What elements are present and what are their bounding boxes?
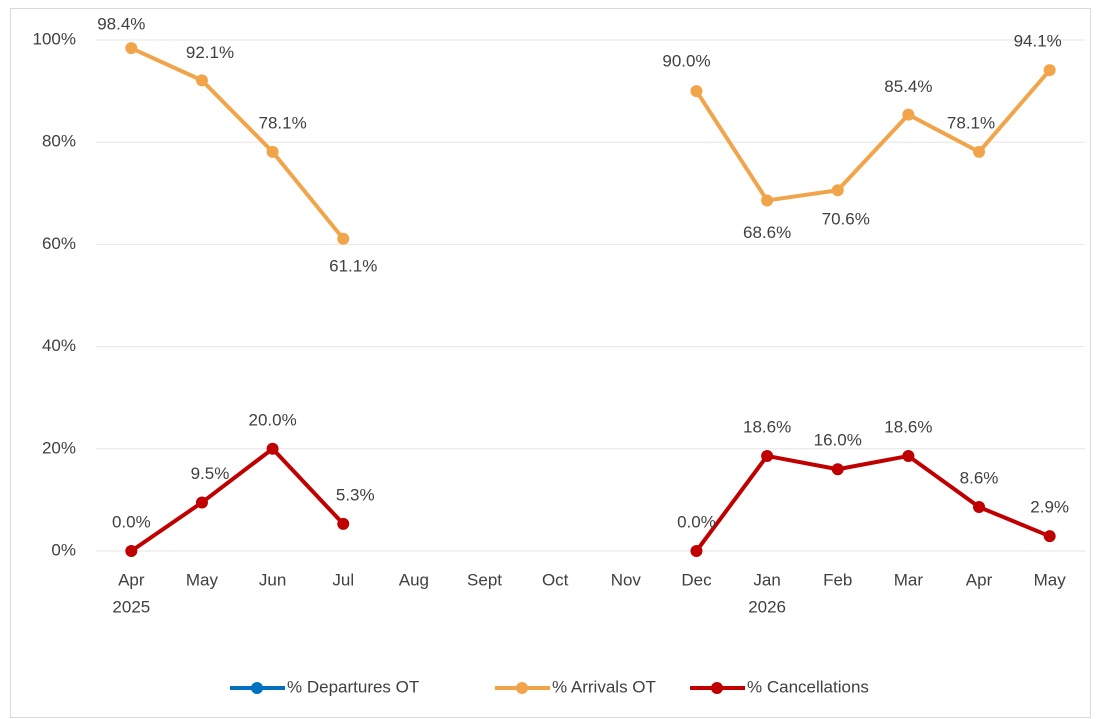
data-point (125, 42, 138, 55)
x-tick-label: Mar (894, 570, 924, 589)
data-point (761, 194, 774, 207)
chart-frame (10, 8, 1091, 718)
data-point (902, 449, 915, 462)
x-tick-label: Jul (332, 570, 354, 589)
data-label: 16.0% (814, 431, 862, 450)
data-point (1043, 64, 1056, 77)
data-label: 61.1% (329, 256, 377, 275)
data-point (337, 517, 350, 530)
y-tick-label: 80% (42, 132, 76, 151)
legend-marker (251, 682, 263, 694)
data-point (690, 85, 703, 98)
x-tick-year: 2025 (112, 597, 150, 616)
y-tick-label: 0% (51, 540, 76, 559)
data-point (761, 449, 774, 462)
x-tick-label: Jun (259, 570, 286, 589)
x-tick-label: Sept (467, 570, 502, 589)
data-label: 18.6% (884, 417, 932, 436)
x-tick-year: 2026 (748, 597, 786, 616)
data-label: 5.3% (336, 485, 375, 504)
data-point (1043, 530, 1056, 543)
y-tick-label: 40% (42, 336, 76, 355)
x-tick-label: Apr (118, 570, 145, 589)
data-label: 98.4% (97, 15, 145, 34)
data-point (337, 232, 350, 245)
x-tick-label: May (186, 570, 219, 589)
data-point (195, 496, 208, 509)
legend-marker (711, 682, 723, 694)
data-label: 9.5% (191, 464, 230, 483)
y-tick-label: 20% (42, 438, 76, 457)
legend-label: % Cancellations (747, 677, 869, 696)
data-point (266, 145, 279, 158)
x-tick-label: Dec (681, 570, 712, 589)
data-label: 0.0% (677, 512, 716, 531)
data-label: 78.1% (259, 113, 307, 132)
data-point (266, 442, 279, 455)
data-point (902, 108, 915, 121)
data-label: 90.0% (662, 52, 710, 71)
data-point (973, 501, 986, 514)
legend-marker (516, 682, 528, 694)
y-tick-label: 100% (33, 29, 76, 48)
data-label: 68.6% (743, 223, 791, 242)
x-tick-label: Jan (753, 570, 780, 589)
legend-label: % Arrivals OT (552, 677, 656, 696)
data-point (831, 463, 844, 476)
data-label: 94.1% (1014, 32, 1062, 51)
x-tick-label: May (1034, 570, 1067, 589)
y-tick-label: 60% (42, 234, 76, 253)
data-point (973, 145, 986, 158)
series-line (130, 446, 1051, 553)
data-label: 0.0% (112, 512, 151, 531)
x-tick-label: Oct (542, 570, 569, 589)
data-label: 70.6% (822, 210, 870, 229)
data-label: 92.1% (186, 43, 234, 62)
data-point (831, 184, 844, 197)
data-point (690, 545, 703, 557)
x-tick-label: Aug (399, 570, 429, 589)
data-label: 2.9% (1030, 498, 1069, 517)
data-point (195, 74, 208, 87)
series-line (130, 46, 1052, 241)
x-tick-label: Feb (823, 570, 852, 589)
x-tick-label: Nov (611, 570, 642, 589)
data-label: 20.0% (249, 410, 297, 429)
legend-label: % Departures OT (287, 677, 419, 696)
data-label: 8.6% (960, 469, 999, 488)
data-label: 78.1% (947, 113, 995, 132)
data-label: 18.6% (743, 417, 791, 436)
x-tick-label: Apr (966, 570, 993, 589)
data-point (125, 545, 138, 557)
data-label: 85.4% (884, 77, 932, 96)
